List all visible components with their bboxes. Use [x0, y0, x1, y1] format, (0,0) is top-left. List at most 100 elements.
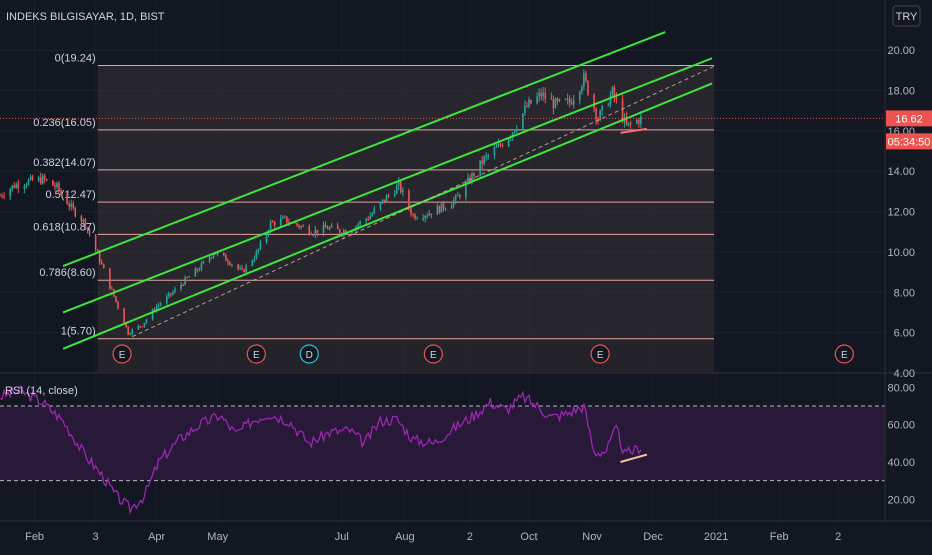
candle-body — [227, 260, 229, 263]
event-marker-label: E — [597, 350, 604, 361]
candle-body — [98, 252, 101, 263]
candle-body — [581, 86, 583, 92]
event-marker-circle[interactable] — [590, 344, 610, 364]
candle-body — [214, 253, 217, 255]
candle-body — [426, 215, 429, 217]
candle-body — [568, 98, 571, 103]
candle-body — [182, 284, 184, 286]
countdown-value: 05:34:50 — [888, 136, 931, 148]
rsi-title[interactable]: RSI (14, close) — [5, 385, 78, 397]
channel-line-1[interactable] — [62, 31, 666, 267]
candle-body — [123, 308, 125, 324]
candle-body — [479, 160, 481, 176]
rsi-divergence-line[interactable] — [620, 453, 648, 463]
candle-body — [237, 264, 239, 269]
candle-body — [145, 319, 148, 323]
event-marker[interactable]: E — [423, 344, 443, 364]
event-marker-label: E — [119, 350, 126, 361]
event-marker-circle[interactable] — [299, 344, 319, 364]
candle-body — [430, 213, 433, 215]
event-marker-circle[interactable] — [834, 344, 854, 364]
event-marker-circle[interactable] — [112, 344, 132, 364]
candle-body — [522, 113, 524, 129]
candle-body — [115, 296, 117, 302]
fibonacci-retracement[interactable]: 0(19.24) 0.236(16.05) 0.382(14.07) 0.5(12.4… — [33, 53, 715, 373]
symbol-title[interactable]: INDEKS BILGISAYAR, 1D, BIST — [6, 11, 165, 23]
time-tick-label: May — [207, 531, 228, 543]
candle-body — [373, 208, 376, 214]
candle-body — [436, 206, 439, 215]
candle-body — [131, 329, 134, 334]
time-tick-label: Jul — [335, 531, 349, 543]
candle-body — [483, 156, 486, 164]
time-tick-label: 2021 — [704, 531, 728, 543]
candle-body — [29, 176, 32, 180]
time-axis[interactable]: Feb 3 Apr May Jul Aug 2 Oct Nov Dec 2021 Feb 2 — [25, 531, 841, 543]
candle-body — [579, 91, 581, 101]
support-mark[interactable] — [620, 127, 648, 134]
rsi-tick-label: 60.00 — [887, 420, 915, 432]
currency-button-frame[interactable] — [892, 5, 921, 27]
channel-line-3[interactable] — [62, 82, 713, 350]
event-marker[interactable]: D — [299, 344, 319, 364]
time-tick-label: Dec — [643, 531, 663, 543]
time-tick-label: Aug — [395, 531, 415, 543]
candle-body — [499, 143, 502, 146]
price-tick-label: 18.00 — [887, 86, 915, 98]
last-price-badge: 16.62 — [886, 110, 932, 127]
candle-body — [88, 229, 91, 235]
time-tick-label: 3 — [93, 531, 99, 543]
candle-body — [200, 263, 203, 270]
candle-body — [186, 277, 188, 279]
candle-body — [550, 98, 553, 100]
candle-body — [635, 119, 638, 124]
countdown-badge: 05:34:50 — [886, 133, 932, 150]
countdown-badge-bg — [886, 133, 932, 150]
candle-body — [9, 189, 11, 197]
candle-body — [157, 304, 160, 307]
channel-midline[interactable] — [132, 65, 715, 338]
event-marker-label: D — [306, 350, 313, 361]
candle-body — [387, 195, 390, 197]
candle-body — [367, 218, 370, 220]
event-marker-label: E — [253, 350, 260, 361]
candle-body — [379, 202, 382, 209]
rsi-band — [0, 406, 885, 481]
event-marker-circle[interactable] — [423, 344, 443, 364]
candle-body — [56, 183, 58, 188]
candle-body — [458, 195, 461, 198]
candle-body — [3, 196, 5, 198]
rsi-axis[interactable]: 80.00 60.00 40.00 20.00 — [887, 382, 915, 506]
trend-channel[interactable] — [0, 31, 885, 350]
time-tick-label: Feb — [25, 531, 44, 543]
candle-body — [54, 185, 56, 188]
time-tick-label: 2 — [835, 531, 841, 543]
candle-body — [11, 185, 14, 190]
time-tick-label: Nov — [582, 531, 602, 543]
fib-level-label: 0.236(16.05) — [33, 117, 95, 129]
candle-body — [442, 203, 445, 209]
candle-body — [259, 241, 262, 250]
event-marker[interactable]: E — [590, 344, 610, 364]
candle-body — [196, 268, 199, 271]
candle-body — [485, 155, 488, 157]
candle-body — [524, 106, 526, 114]
currency-button[interactable]: TRY — [892, 5, 921, 27]
event-marker[interactable]: E — [834, 344, 854, 364]
event-marker[interactable]: E — [112, 344, 132, 364]
channel-line-2[interactable] — [62, 57, 713, 314]
event-marker-circle[interactable] — [246, 344, 266, 364]
candle-body — [528, 99, 530, 107]
candle-body — [493, 147, 496, 156]
rsi-tick-label: 80.00 — [887, 382, 915, 394]
candle-body — [607, 105, 610, 107]
candle-body — [25, 184, 28, 187]
candle-body — [94, 234, 97, 250]
candle-body — [1, 195, 3, 197]
event-marker[interactable]: E — [246, 344, 266, 364]
candle-body — [174, 288, 176, 292]
candle-body — [129, 333, 132, 335]
candle-body — [611, 87, 614, 96]
candle-body — [383, 199, 386, 202]
